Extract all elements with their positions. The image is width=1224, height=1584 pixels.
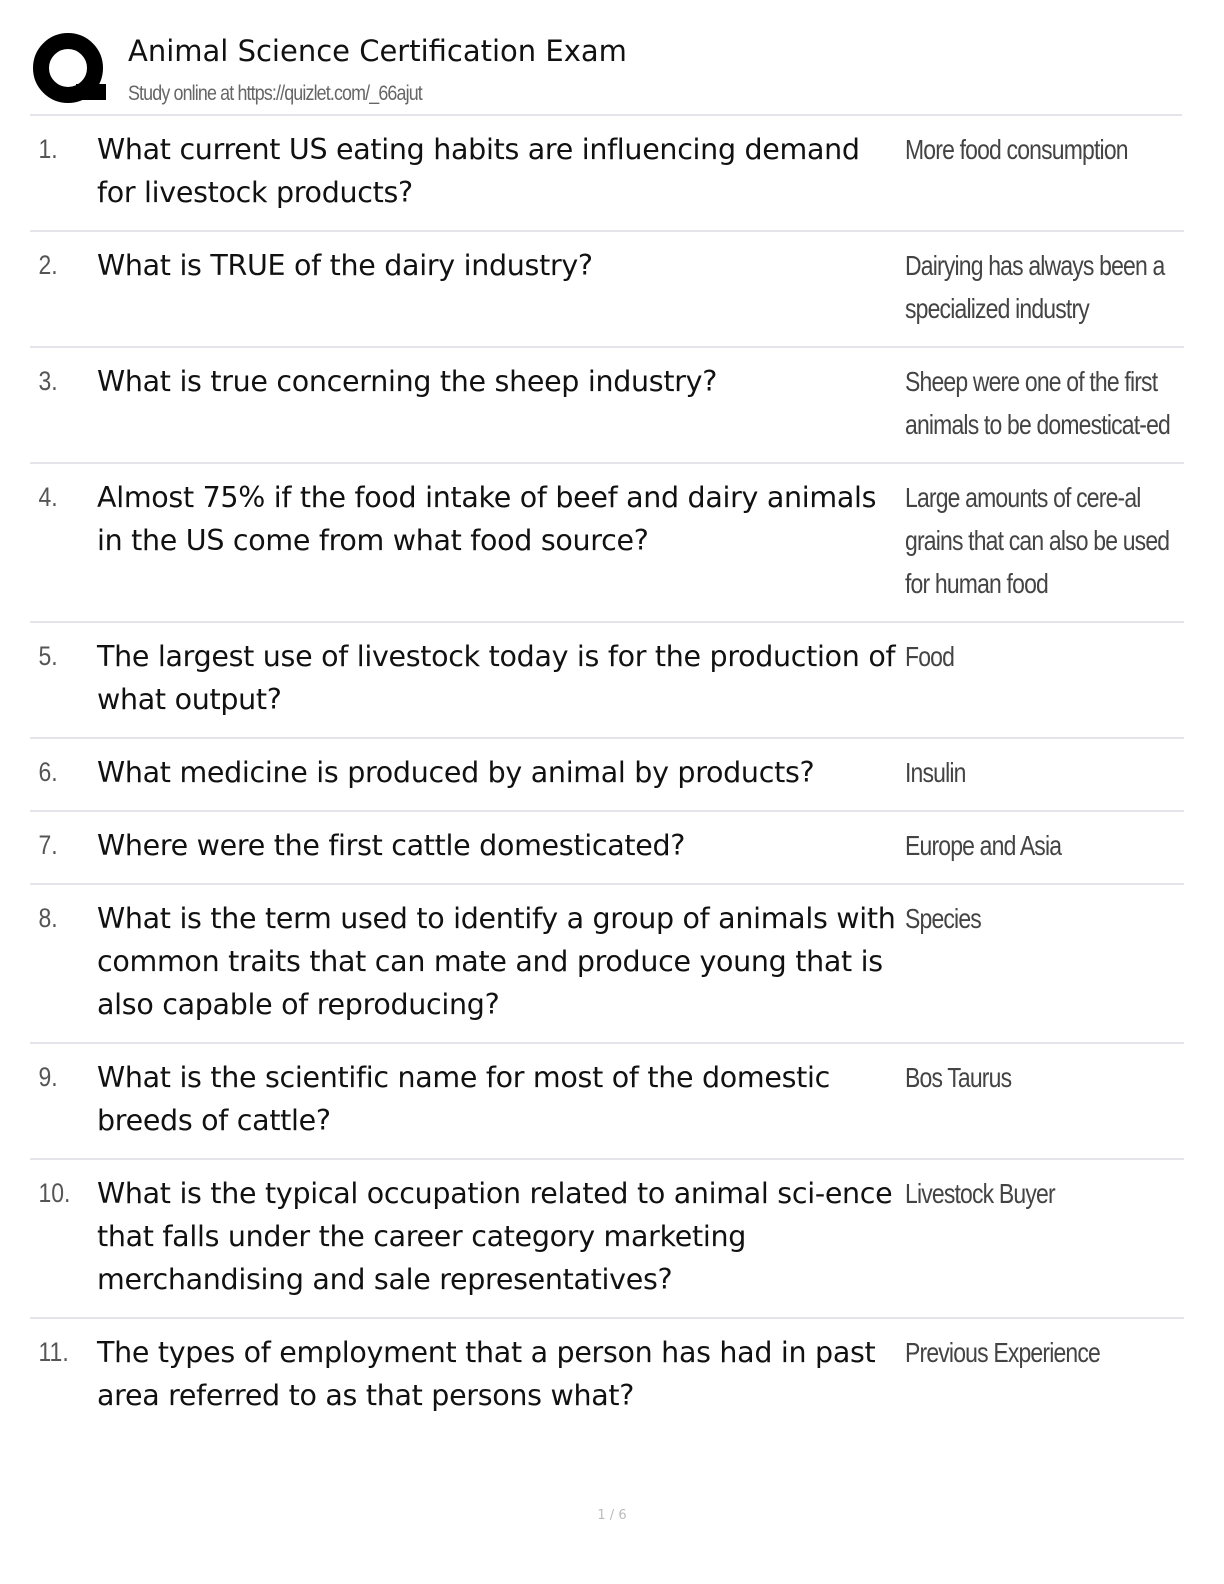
answer-text: Previous Experience — [905, 1331, 1175, 1417]
item-number: 6. — [38, 757, 58, 787]
question-text: What is the scientific name for most of … — [97, 1061, 831, 1137]
answer-text-inner: Previous Experience — [905, 1337, 1101, 1368]
question-text: The types of employment that a person ha… — [97, 1336, 876, 1412]
document-header: Animal Science Certification Exam Study … — [30, 28, 1182, 116]
flashcard-row: 3. What is true concerning the sheep indu… — [30, 348, 1184, 464]
answer-text-inner: More food consumption — [905, 134, 1129, 165]
answer-text-inner: Europe and Asia — [905, 830, 1062, 861]
document-title: Animal Science Certification Exam — [128, 34, 627, 68]
study-online-link[interactable]: Study online at https://quizlet.com/_66a… — [128, 82, 423, 105]
answer-text: Sheep were one of the first animals to b… — [905, 360, 1175, 446]
answer-text-inner: Dairying has always been a specialized i… — [905, 250, 1165, 324]
item-number: 7. — [38, 830, 58, 860]
answer-text: Dairying has always been a specialized i… — [905, 244, 1175, 330]
answer-text: Large amounts of cere-al grains that can… — [905, 476, 1175, 605]
quizlet-logo-icon — [33, 33, 106, 103]
answer-text-inner: Insulin — [905, 757, 966, 788]
item-number: 2. — [38, 250, 58, 280]
answer-text-inner: Bos Taurus — [905, 1062, 1012, 1093]
flashcard-row: 6. What medicine is produced by animal by… — [30, 739, 1184, 812]
flashcard-row: 7. Where were the first cattle domesticat… — [30, 812, 1184, 885]
item-number: 11. — [38, 1337, 69, 1367]
item-number: 4. — [38, 482, 58, 512]
flashcard-row: 9. What is the scientific name for most o… — [30, 1044, 1184, 1160]
question-text: Almost 75% if the food intake of beef an… — [97, 481, 877, 557]
answer-text: Insulin — [905, 751, 1175, 794]
page-number: 1 / 6 — [597, 1508, 627, 1523]
answer-text: More food consumption — [905, 128, 1175, 214]
answer-text-inner: Livestock Buyer — [905, 1178, 1056, 1209]
answer-text: Bos Taurus — [905, 1056, 1175, 1142]
answer-text: Livestock Buyer — [905, 1172, 1175, 1301]
item-number: 10. — [38, 1178, 71, 1208]
flashcard-row: 4. Almost 75% if the food intake of beef … — [30, 464, 1184, 623]
flashcard-row: 1. What current US eating habits are infl… — [30, 116, 1184, 232]
flashcard-row: 8. What is the term used to identify a gr… — [30, 885, 1184, 1044]
answer-text-inner: Species — [905, 903, 982, 934]
question-text: What is TRUE of the dairy industry? — [97, 249, 593, 282]
answer-text-inner: Large amounts of cere-al grains that can… — [905, 482, 1170, 599]
flashcard-list: 1. What current US eating habits are infl… — [30, 116, 1184, 1433]
question-text: What medicine is produced by animal by p… — [97, 756, 815, 789]
answer-text-inner: Food — [905, 641, 955, 672]
flashcard-row: 10. What is the typical occupation relate… — [30, 1160, 1184, 1319]
item-number: 8. — [38, 903, 58, 933]
answer-text: Food — [905, 635, 1175, 721]
item-number: 9. — [38, 1062, 58, 1092]
question-text: Where were the first cattle domesticated… — [97, 829, 686, 862]
flashcard-row: 11. The types of employment that a person… — [30, 1319, 1184, 1433]
question-text: The largest use of livestock today is fo… — [97, 640, 896, 716]
item-number: 3. — [38, 366, 58, 396]
question-text: What is true concerning the sheep indust… — [97, 365, 718, 398]
flashcard-row: 5. The largest use of livestock today is … — [30, 623, 1184, 739]
flashcard-row: 2. What is TRUE of the dairy industry? Dai… — [30, 232, 1184, 348]
item-number: 1. — [38, 134, 58, 164]
question-text: What is the term used to identify a grou… — [97, 902, 896, 1021]
answer-text-inner: Sheep were one of the first animals to b… — [905, 366, 1171, 440]
question-text: What current US eating habits are influe… — [97, 133, 860, 209]
item-number: 5. — [38, 641, 58, 671]
answer-text: Species — [905, 897, 1175, 1026]
answer-text: Europe and Asia — [905, 824, 1175, 867]
question-text: What is the typical occupation related t… — [97, 1177, 893, 1296]
